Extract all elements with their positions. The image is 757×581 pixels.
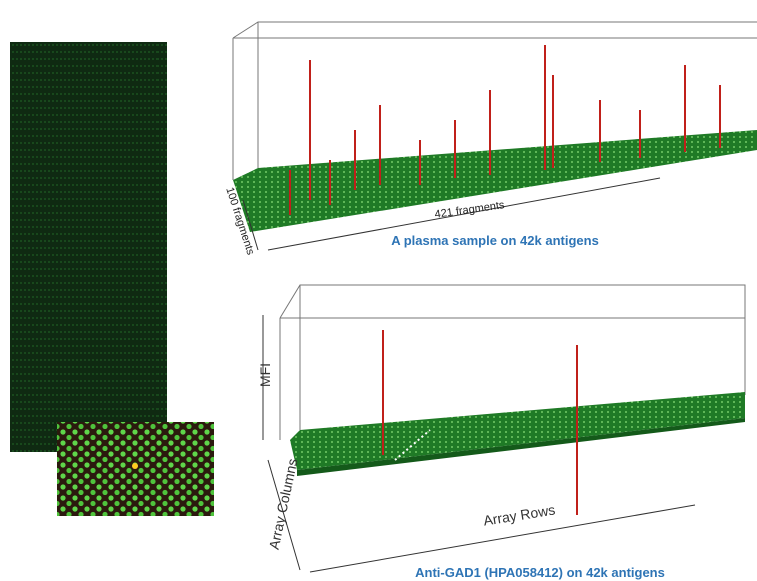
z-label: MFI [257, 363, 273, 387]
top-3d-plot [233, 22, 757, 250]
highlight-spot [132, 463, 138, 469]
array-image [10, 42, 167, 452]
figure: 421 fragments 100 fragments A plasma sam… [0, 0, 757, 581]
bottom-3d-plot [263, 285, 745, 572]
x-label: Array Rows [482, 502, 556, 529]
caption: Anti-GAD1 (HPA058412) on 42k antigens [415, 565, 665, 580]
width-label: 421 fragments [434, 199, 506, 221]
array-zoom-inset [57, 422, 214, 516]
caption: A plasma sample on 42k antigens [391, 233, 599, 248]
